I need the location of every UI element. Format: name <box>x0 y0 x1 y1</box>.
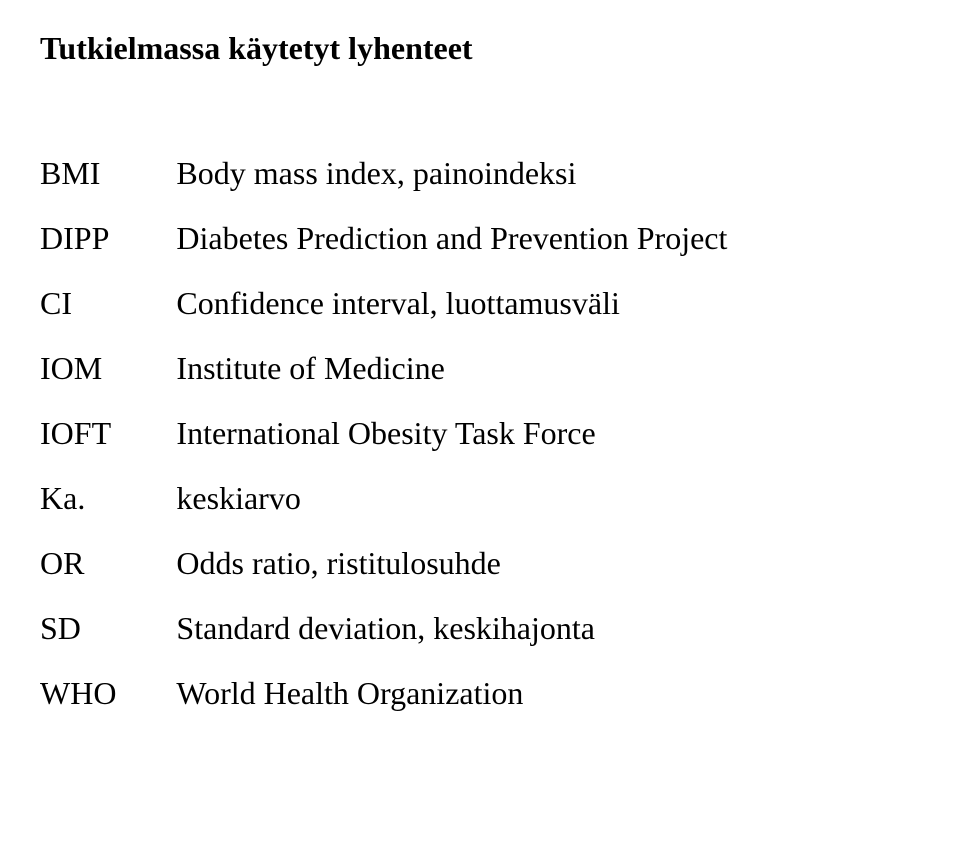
abbrev-value: Body mass index, painoindeksi <box>176 155 727 192</box>
abbrev-key: BMI <box>40 155 176 192</box>
list-item: OR Odds ratio, ristitulosuhde <box>40 545 727 582</box>
abbrev-key: CI <box>40 285 176 322</box>
abbrev-key: SD <box>40 610 176 647</box>
abbrev-value: Confidence interval, luottamusväli <box>176 285 727 322</box>
abbrev-value: keskiarvo <box>176 480 727 517</box>
list-item: DIPP Diabetes Prediction and Prevention … <box>40 220 727 257</box>
abbrev-key: OR <box>40 545 176 582</box>
abbrev-value: World Health Organization <box>176 675 727 712</box>
list-item: Ka. keskiarvo <box>40 480 727 517</box>
abbrev-key: IOM <box>40 350 176 387</box>
abbrev-key: Ka. <box>40 480 176 517</box>
abbreviation-list: BMI Body mass index, painoindeksi DIPP D… <box>40 127 727 740</box>
abbrev-key: DIPP <box>40 220 176 257</box>
abbrev-key: IOFT <box>40 415 176 452</box>
page-title: Tutkielmassa käytetyt lyhenteet <box>40 30 920 67</box>
abbrev-key: WHO <box>40 675 176 712</box>
list-item: SD Standard deviation, keskihajonta <box>40 610 727 647</box>
abbrev-value: Odds ratio, ristitulosuhde <box>176 545 727 582</box>
list-item: IOFT International Obesity Task Force <box>40 415 727 452</box>
list-item: WHO World Health Organization <box>40 675 727 712</box>
abbrev-value: Diabetes Prediction and Prevention Proje… <box>176 220 727 257</box>
abbrev-value: Institute of Medicine <box>176 350 727 387</box>
list-item: IOM Institute of Medicine <box>40 350 727 387</box>
list-item: CI Confidence interval, luottamusväli <box>40 285 727 322</box>
abbrev-value: Standard deviation, keskihajonta <box>176 610 727 647</box>
abbrev-value: International Obesity Task Force <box>176 415 727 452</box>
list-item: BMI Body mass index, painoindeksi <box>40 155 727 192</box>
